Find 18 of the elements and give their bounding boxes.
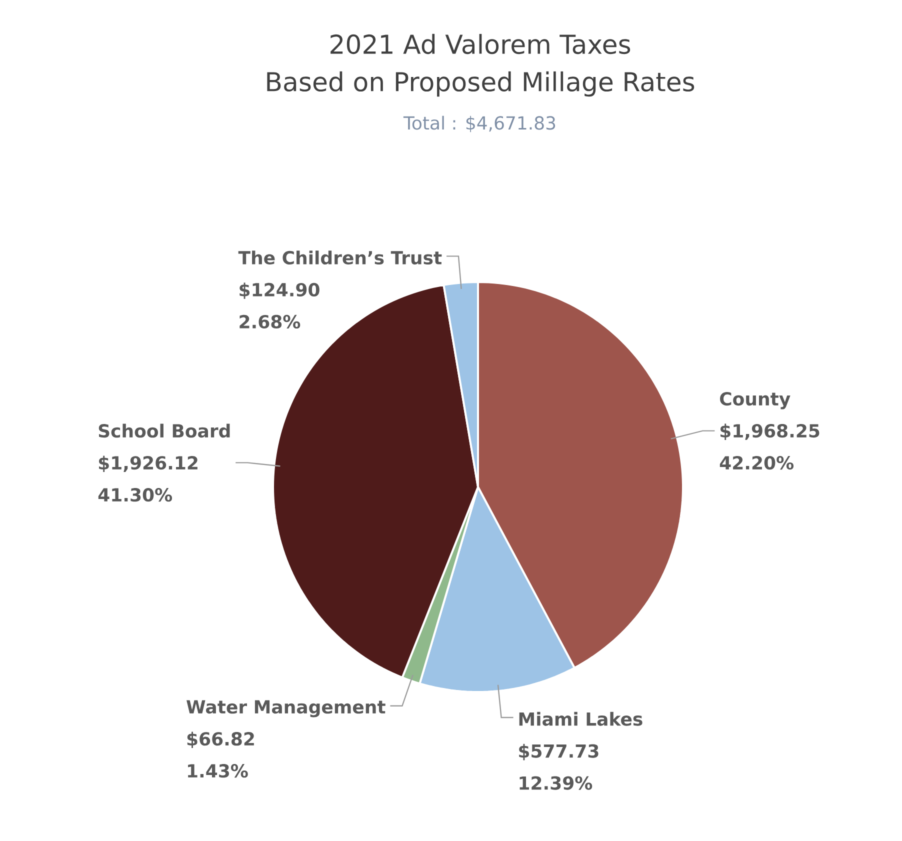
text: 12.39%: [520, 776, 592, 790]
text: Total : $4,671.83: [403, 116, 556, 132]
data-label: $66.82: [187, 732, 254, 748]
slice-label: The Children’s Trust: [238, 250, 442, 265]
text: 1.43%: [188, 764, 248, 778]
data-label: $1,926.12: [99, 456, 198, 472]
slice-label: County: [720, 392, 790, 410]
slice-label: Miami Lakes: [519, 712, 642, 726]
text: 2.68%: [240, 314, 300, 329]
text: 42.20%: [720, 456, 794, 470]
data-label: $124.90: [240, 282, 320, 299]
slice-label: Water Management: [186, 700, 386, 718]
chart-title: 2021 Ad Valorem Taxes: [330, 34, 630, 54]
data-label: $1,968.25: [720, 424, 820, 440]
chart-subtitle: Based on Proposed Millage Rates: [267, 71, 694, 97]
text: 41.30%: [98, 488, 172, 502]
data-label: $577.73: [519, 744, 598, 760]
slice-label: School Board: [98, 424, 230, 438]
